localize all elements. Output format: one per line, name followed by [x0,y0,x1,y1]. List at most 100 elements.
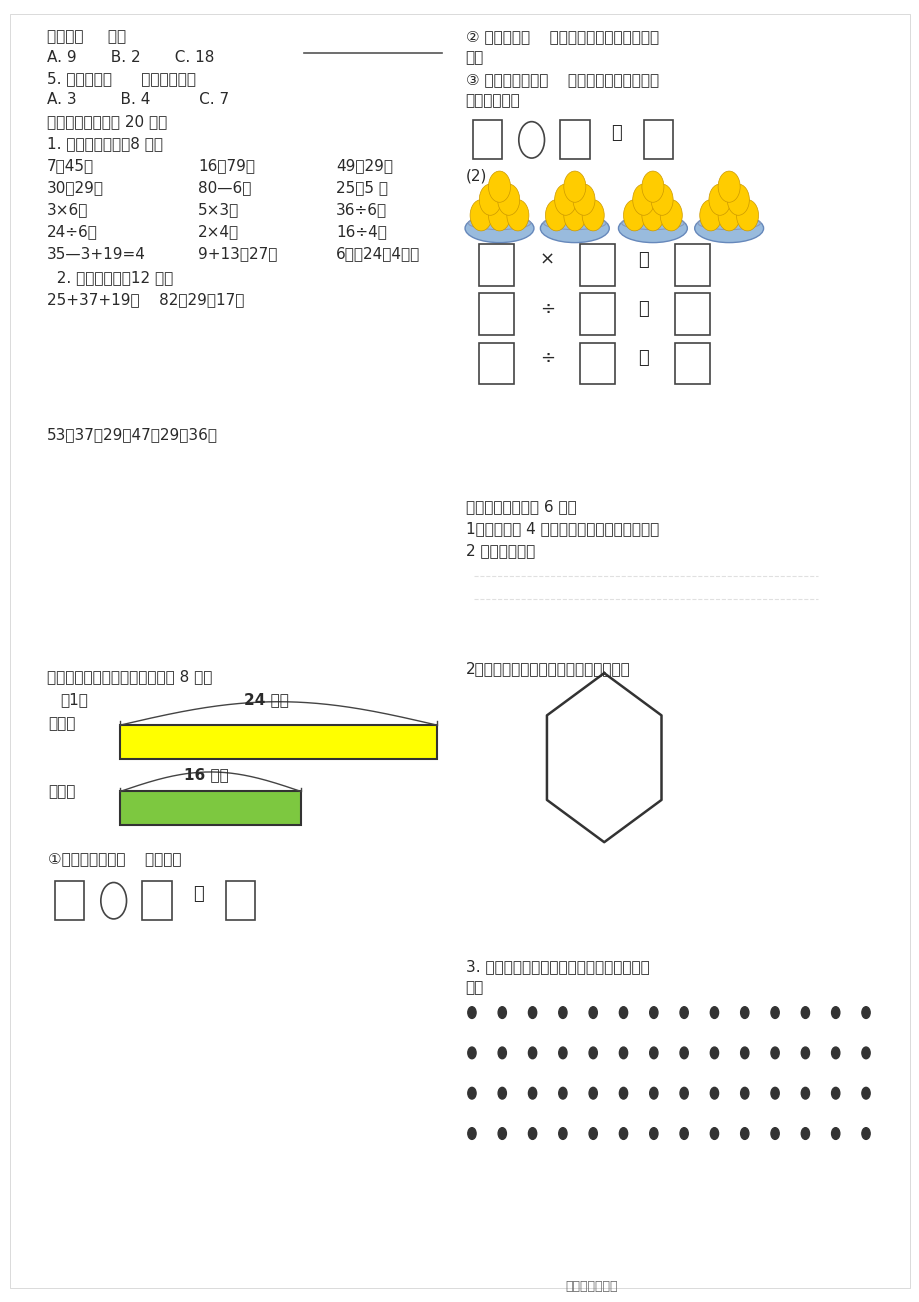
Ellipse shape [464,214,533,242]
Circle shape [641,171,664,202]
Circle shape [651,184,673,215]
Circle shape [497,184,519,215]
Circle shape [528,1087,536,1099]
Circle shape [497,1006,505,1018]
Bar [55,881,85,921]
Circle shape [618,1047,627,1059]
Text: 五、操作题。（共 6 分）: 五、操作题。（共 6 分） [465,499,575,514]
Text: 三、计算题。（共 20 分）: 三、计算题。（共 20 分） [47,113,166,129]
Text: ＝: ＝ [638,250,649,268]
Text: 35—3+19=4: 35—3+19=4 [47,246,145,262]
Circle shape [709,1006,718,1018]
Circle shape [800,1087,809,1099]
Circle shape [563,199,585,230]
Text: 3×6＝: 3×6＝ [47,202,88,217]
Text: 2×4＝: 2×4＝ [198,224,239,240]
Bar [580,243,615,285]
Bar [580,342,615,384]
Bar [643,120,673,159]
Bar [479,293,514,335]
Text: 3. 在下面的点子图上画两个不同的平行四边: 3. 在下面的点子图上画两个不同的平行四边 [465,960,649,974]
Circle shape [506,199,528,230]
Circle shape [800,1047,809,1059]
Bar [675,243,709,285]
Circle shape [632,184,654,215]
Text: ＝: ＝ [638,299,649,318]
Text: ÷: ÷ [539,349,554,367]
Circle shape [679,1006,687,1018]
Circle shape [518,121,544,158]
Text: 形。: 形。 [465,980,483,995]
Text: ÷: ÷ [539,299,554,318]
Text: 1、画一条长 4 厘米的线段，再画一条比它长: 1、画一条长 4 厘米的线段，再画一条比它长 [465,521,658,536]
Text: ＝: ＝ [610,125,621,142]
Circle shape [528,1128,536,1139]
Circle shape [479,184,501,215]
Circle shape [467,1128,475,1139]
Ellipse shape [694,214,763,242]
Text: 就同样多了。: 就同样多了。 [465,92,520,108]
Bar [120,792,301,825]
Text: ③ 贝贝送给齐齐（    ）朵后，两人花的数量: ③ 贝贝送给齐齐（ ）朵后，两人花的数量 [465,72,658,87]
Circle shape [497,1087,505,1099]
Text: 24 朵花: 24 朵花 [244,693,289,707]
Text: A. 3         B. 4          C. 7: A. 3 B. 4 C. 7 [47,91,229,107]
Text: 36÷6＝: 36÷6＝ [335,202,387,217]
Circle shape [709,1087,718,1099]
Circle shape [497,1047,505,1059]
Circle shape [740,1006,748,1018]
Text: 16＋79＝: 16＋79＝ [198,158,255,173]
Circle shape [588,1087,596,1099]
Circle shape [727,184,749,215]
Circle shape [101,883,127,919]
Circle shape [709,184,731,215]
Text: 2、把它分成一个四边形和一个五边形。: 2、把它分成一个四边形和一个五边形。 [465,661,630,677]
Ellipse shape [539,214,608,242]
Circle shape [649,1087,657,1099]
Circle shape [736,199,758,230]
Circle shape [770,1087,778,1099]
Text: 5. 右图中有（      ）个四边形。: 5. 右图中有（ ）个四边形。 [47,70,196,86]
Text: （1）: （1） [61,693,88,707]
Text: 精品期中测试卷: 精品期中测试卷 [565,1280,618,1293]
Circle shape [740,1047,748,1059]
Circle shape [770,1006,778,1018]
Circle shape [718,199,740,230]
Text: 24÷6＝: 24÷6＝ [47,224,97,240]
Circle shape [588,1128,596,1139]
Circle shape [588,1006,596,1018]
Text: 四、看图写算式，填一填。（共 8 分）: 四、看图写算式，填一填。（共 8 分） [47,669,211,685]
Text: 7＋45＝: 7＋45＝ [47,158,94,173]
Text: ①贝贝比齐齐多（    ）朵花。: ①贝贝比齐齐多（ ）朵花。 [49,852,182,866]
Circle shape [497,1128,505,1139]
Text: 除数是（     ）。: 除数是（ ）。 [47,30,126,44]
Text: ×: × [539,250,554,268]
Circle shape [861,1047,869,1059]
Text: 53＋37－29＝47－29＋36＝: 53＋37－29＝47－29＋36＝ [47,427,218,443]
Circle shape [831,1087,839,1099]
Text: 了。: 了。 [465,49,483,65]
Bar [225,881,255,921]
Text: 9+13＋27＝: 9+13＋27＝ [198,246,278,262]
Circle shape [800,1006,809,1018]
Bar [675,342,709,384]
Text: (2): (2) [465,168,486,184]
Text: 1. 直接写得数。（8 分）: 1. 直接写得数。（8 分） [47,135,163,151]
Circle shape [770,1047,778,1059]
Text: 30＋29＝: 30＋29＝ [47,180,104,195]
Circle shape [649,1128,657,1139]
Text: 80—6＝: 80—6＝ [198,180,251,195]
Circle shape [861,1006,869,1018]
Circle shape [770,1128,778,1139]
Circle shape [618,1087,627,1099]
Circle shape [582,199,604,230]
Circle shape [573,184,595,215]
Text: 5×3＝: 5×3＝ [198,202,239,217]
Bar [120,725,437,759]
Circle shape [699,199,721,230]
Circle shape [618,1006,627,1018]
Circle shape [554,184,576,215]
Text: ② 齐齐再添（    ）朵花，就和齐齐的同样多: ② 齐齐再添（ ）朵花，就和齐齐的同样多 [465,30,658,44]
Circle shape [623,199,645,230]
Bar [142,881,171,921]
